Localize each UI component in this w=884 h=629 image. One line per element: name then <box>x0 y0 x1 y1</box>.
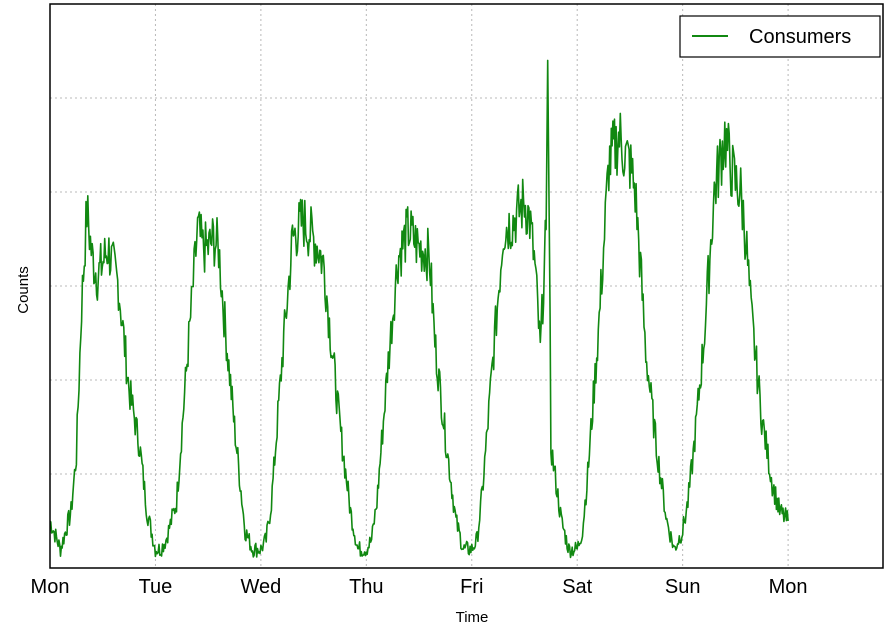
x-tick-label: Wed <box>241 576 282 598</box>
plot-frame <box>49 3 884 569</box>
grid <box>50 4 883 568</box>
x-tick-label: Sat <box>562 576 592 598</box>
x-tick-label: Mon <box>769 576 808 598</box>
x-tick-label: Tue <box>139 576 173 598</box>
x-tick-label: Mon <box>31 576 70 598</box>
x-tick-label: Sun <box>665 576 701 598</box>
x-tick-label: Fri <box>460 576 483 598</box>
legend-label-consumers: Consumers <box>749 26 851 48</box>
x-tick-label: Thu <box>349 576 383 598</box>
x-ticks: Mon Tue Wed Thu Fri Sat Sun Mon <box>31 576 808 598</box>
x-axis-label: Time <box>456 609 489 626</box>
legend: Consumers <box>679 15 881 58</box>
y-axis-label: Counts <box>15 266 32 314</box>
series-line-consumers <box>49 59 789 559</box>
